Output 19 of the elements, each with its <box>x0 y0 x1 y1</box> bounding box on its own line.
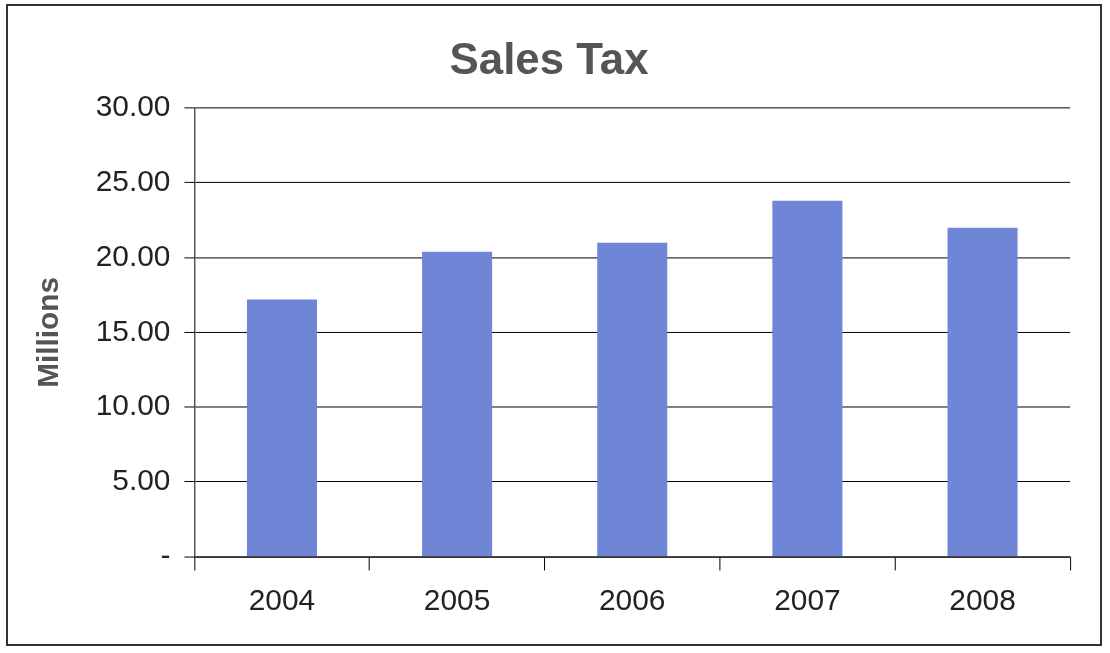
bar <box>597 242 668 557</box>
y-tick-label: 5.00 <box>112 463 171 497</box>
x-tick-label: 2005 <box>423 583 491 617</box>
x-tick-label: 2004 <box>248 583 316 617</box>
y-tick-label: 20.00 <box>95 238 171 272</box>
bar <box>246 299 317 557</box>
chart-title: Sales Tax <box>449 34 650 84</box>
y-tick-label: 10.00 <box>95 388 171 422</box>
y-tick-label: 30.00 <box>95 89 171 123</box>
y-tick-label: 25.00 <box>95 164 171 198</box>
x-tick-label: 2007 <box>774 583 841 617</box>
x-tick-label: 2008 <box>949 583 1016 617</box>
y-axis-title: Millions <box>31 276 65 388</box>
y-tick-label: - <box>160 537 171 571</box>
y-tick-label: 15.00 <box>95 313 171 347</box>
x-tick-label: 2006 <box>599 583 666 617</box>
bar <box>422 251 493 557</box>
bar <box>772 200 843 557</box>
bar <box>947 227 1018 557</box>
